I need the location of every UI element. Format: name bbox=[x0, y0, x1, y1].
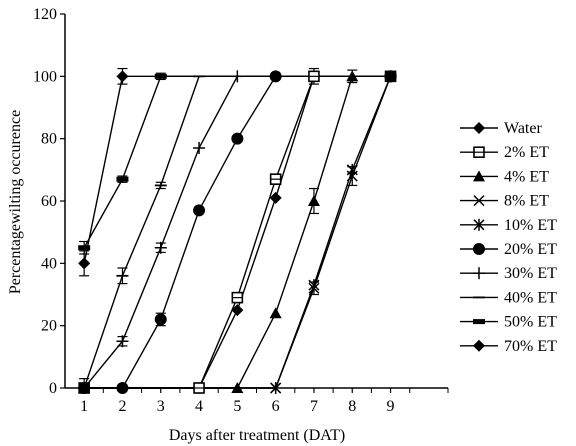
axes: 0 20 40 60 80 100 120 1 2 3 4 5 6 7 8 9 bbox=[33, 6, 449, 415]
data-point-circle bbox=[154, 313, 167, 326]
y-tick-label: 120 bbox=[33, 6, 57, 23]
y-tick-label: 20 bbox=[41, 318, 57, 335]
data-point-circle bbox=[473, 243, 485, 255]
legend-label: 40% ET bbox=[504, 289, 557, 306]
y-tick-label: 100 bbox=[33, 68, 57, 85]
data-point-diamond bbox=[384, 70, 397, 83]
legend-label: 10% ET bbox=[504, 217, 557, 234]
series-line bbox=[83, 75, 391, 389]
x-tick-label: 9 bbox=[387, 398, 395, 415]
x-tick-label: 7 bbox=[310, 398, 318, 415]
data-point-diamond bbox=[116, 70, 129, 83]
legend-label: 20% ET bbox=[504, 241, 557, 258]
data-point-diamond bbox=[78, 257, 91, 270]
data-point-asterisk bbox=[346, 163, 358, 176]
series-line bbox=[83, 75, 391, 389]
x-tick-label: 5 bbox=[233, 398, 241, 415]
series-lines bbox=[83, 75, 392, 389]
legend-item: 8% ET bbox=[460, 193, 549, 210]
legend-item: 40% ET bbox=[460, 289, 557, 306]
series-line bbox=[84, 75, 391, 389]
data-point-circle bbox=[231, 132, 244, 145]
legend-label: 70% ET bbox=[504, 338, 557, 355]
legend-item: 20% ET bbox=[460, 241, 557, 258]
data-point-diamond bbox=[231, 304, 244, 317]
data-point-circle bbox=[269, 70, 282, 83]
y-tick-label: 40 bbox=[41, 255, 57, 272]
data-point-bar bbox=[473, 319, 485, 325]
legend-label: 50% ET bbox=[504, 314, 557, 331]
x-tick-label: 8 bbox=[348, 398, 356, 415]
series-line bbox=[84, 75, 391, 389]
x-tick-label: 3 bbox=[157, 398, 165, 415]
series-line bbox=[84, 76, 392, 389]
data-point-open-square bbox=[231, 291, 244, 304]
legend-item: 4% ET bbox=[460, 168, 549, 185]
data-point-plus bbox=[154, 241, 167, 254]
data-point-asterisk bbox=[308, 279, 320, 292]
legend-item: 2% ET bbox=[460, 144, 549, 161]
data-point-circle bbox=[193, 204, 206, 217]
data-point-bar bbox=[78, 245, 91, 251]
x-axis-title: Days after treatment (DAT) bbox=[169, 427, 345, 444]
data-point-bar bbox=[154, 73, 167, 79]
series-line bbox=[83, 75, 391, 264]
series-line bbox=[84, 75, 391, 389]
data-point-asterisk bbox=[473, 218, 485, 231]
legend: Water 2% ET 4% ET 8% ET 10% ET 20% ET 30% ET 40… bbox=[460, 120, 557, 355]
y-tick-label: 0 bbox=[49, 380, 57, 397]
y-axis-title: Percentagewilting occurence bbox=[7, 110, 24, 294]
data-point-plus bbox=[231, 70, 244, 83]
legend-item: 10% ET bbox=[460, 217, 557, 234]
error-bars bbox=[79, 67, 396, 389]
series-line bbox=[84, 75, 391, 389]
legend-label: Water bbox=[504, 120, 542, 137]
markers bbox=[78, 70, 397, 394]
data-point-diamond bbox=[269, 191, 282, 204]
legend-item: 30% ET bbox=[460, 265, 557, 282]
x-tick-label: 1 bbox=[80, 398, 88, 415]
data-point-triangle bbox=[307, 195, 320, 206]
x-tick-label: 2 bbox=[118, 398, 126, 415]
legend-label: 2% ET bbox=[504, 144, 549, 161]
data-point-triangle bbox=[346, 70, 359, 82]
data-point-triangle bbox=[231, 382, 244, 393]
series-line bbox=[84, 76, 392, 389]
legend-label: 8% ET bbox=[504, 193, 549, 210]
data-point-plus bbox=[473, 267, 485, 280]
data-point-open-square bbox=[269, 173, 282, 185]
legend-label: 30% ET bbox=[504, 265, 557, 282]
data-point-diamond bbox=[473, 122, 485, 134]
legend-item: Water bbox=[460, 120, 542, 137]
data-point-open-square bbox=[308, 70, 320, 83]
y-tick-label: 80 bbox=[41, 131, 57, 148]
legend-label: 4% ET bbox=[504, 168, 549, 185]
legend-item: 50% ET bbox=[460, 314, 557, 331]
y-tick-label: 60 bbox=[41, 193, 57, 210]
data-point-circle bbox=[116, 382, 129, 394]
data-point-plus bbox=[116, 335, 129, 348]
data-point-open-square bbox=[473, 146, 485, 158]
x-tick-label: 4 bbox=[195, 398, 203, 415]
data-point-x bbox=[473, 195, 485, 207]
data-point-bar bbox=[116, 176, 129, 182]
data-point-triangle bbox=[269, 307, 282, 319]
data-point-plus bbox=[193, 142, 206, 155]
data-point-triangle bbox=[473, 170, 485, 182]
data-point-diamond bbox=[473, 339, 485, 352]
legend-item: 70% ET bbox=[460, 338, 557, 355]
x-tick-label: 6 bbox=[272, 398, 280, 415]
data-point-asterisk bbox=[270, 382, 282, 394]
data-point-open-square bbox=[193, 382, 205, 394]
